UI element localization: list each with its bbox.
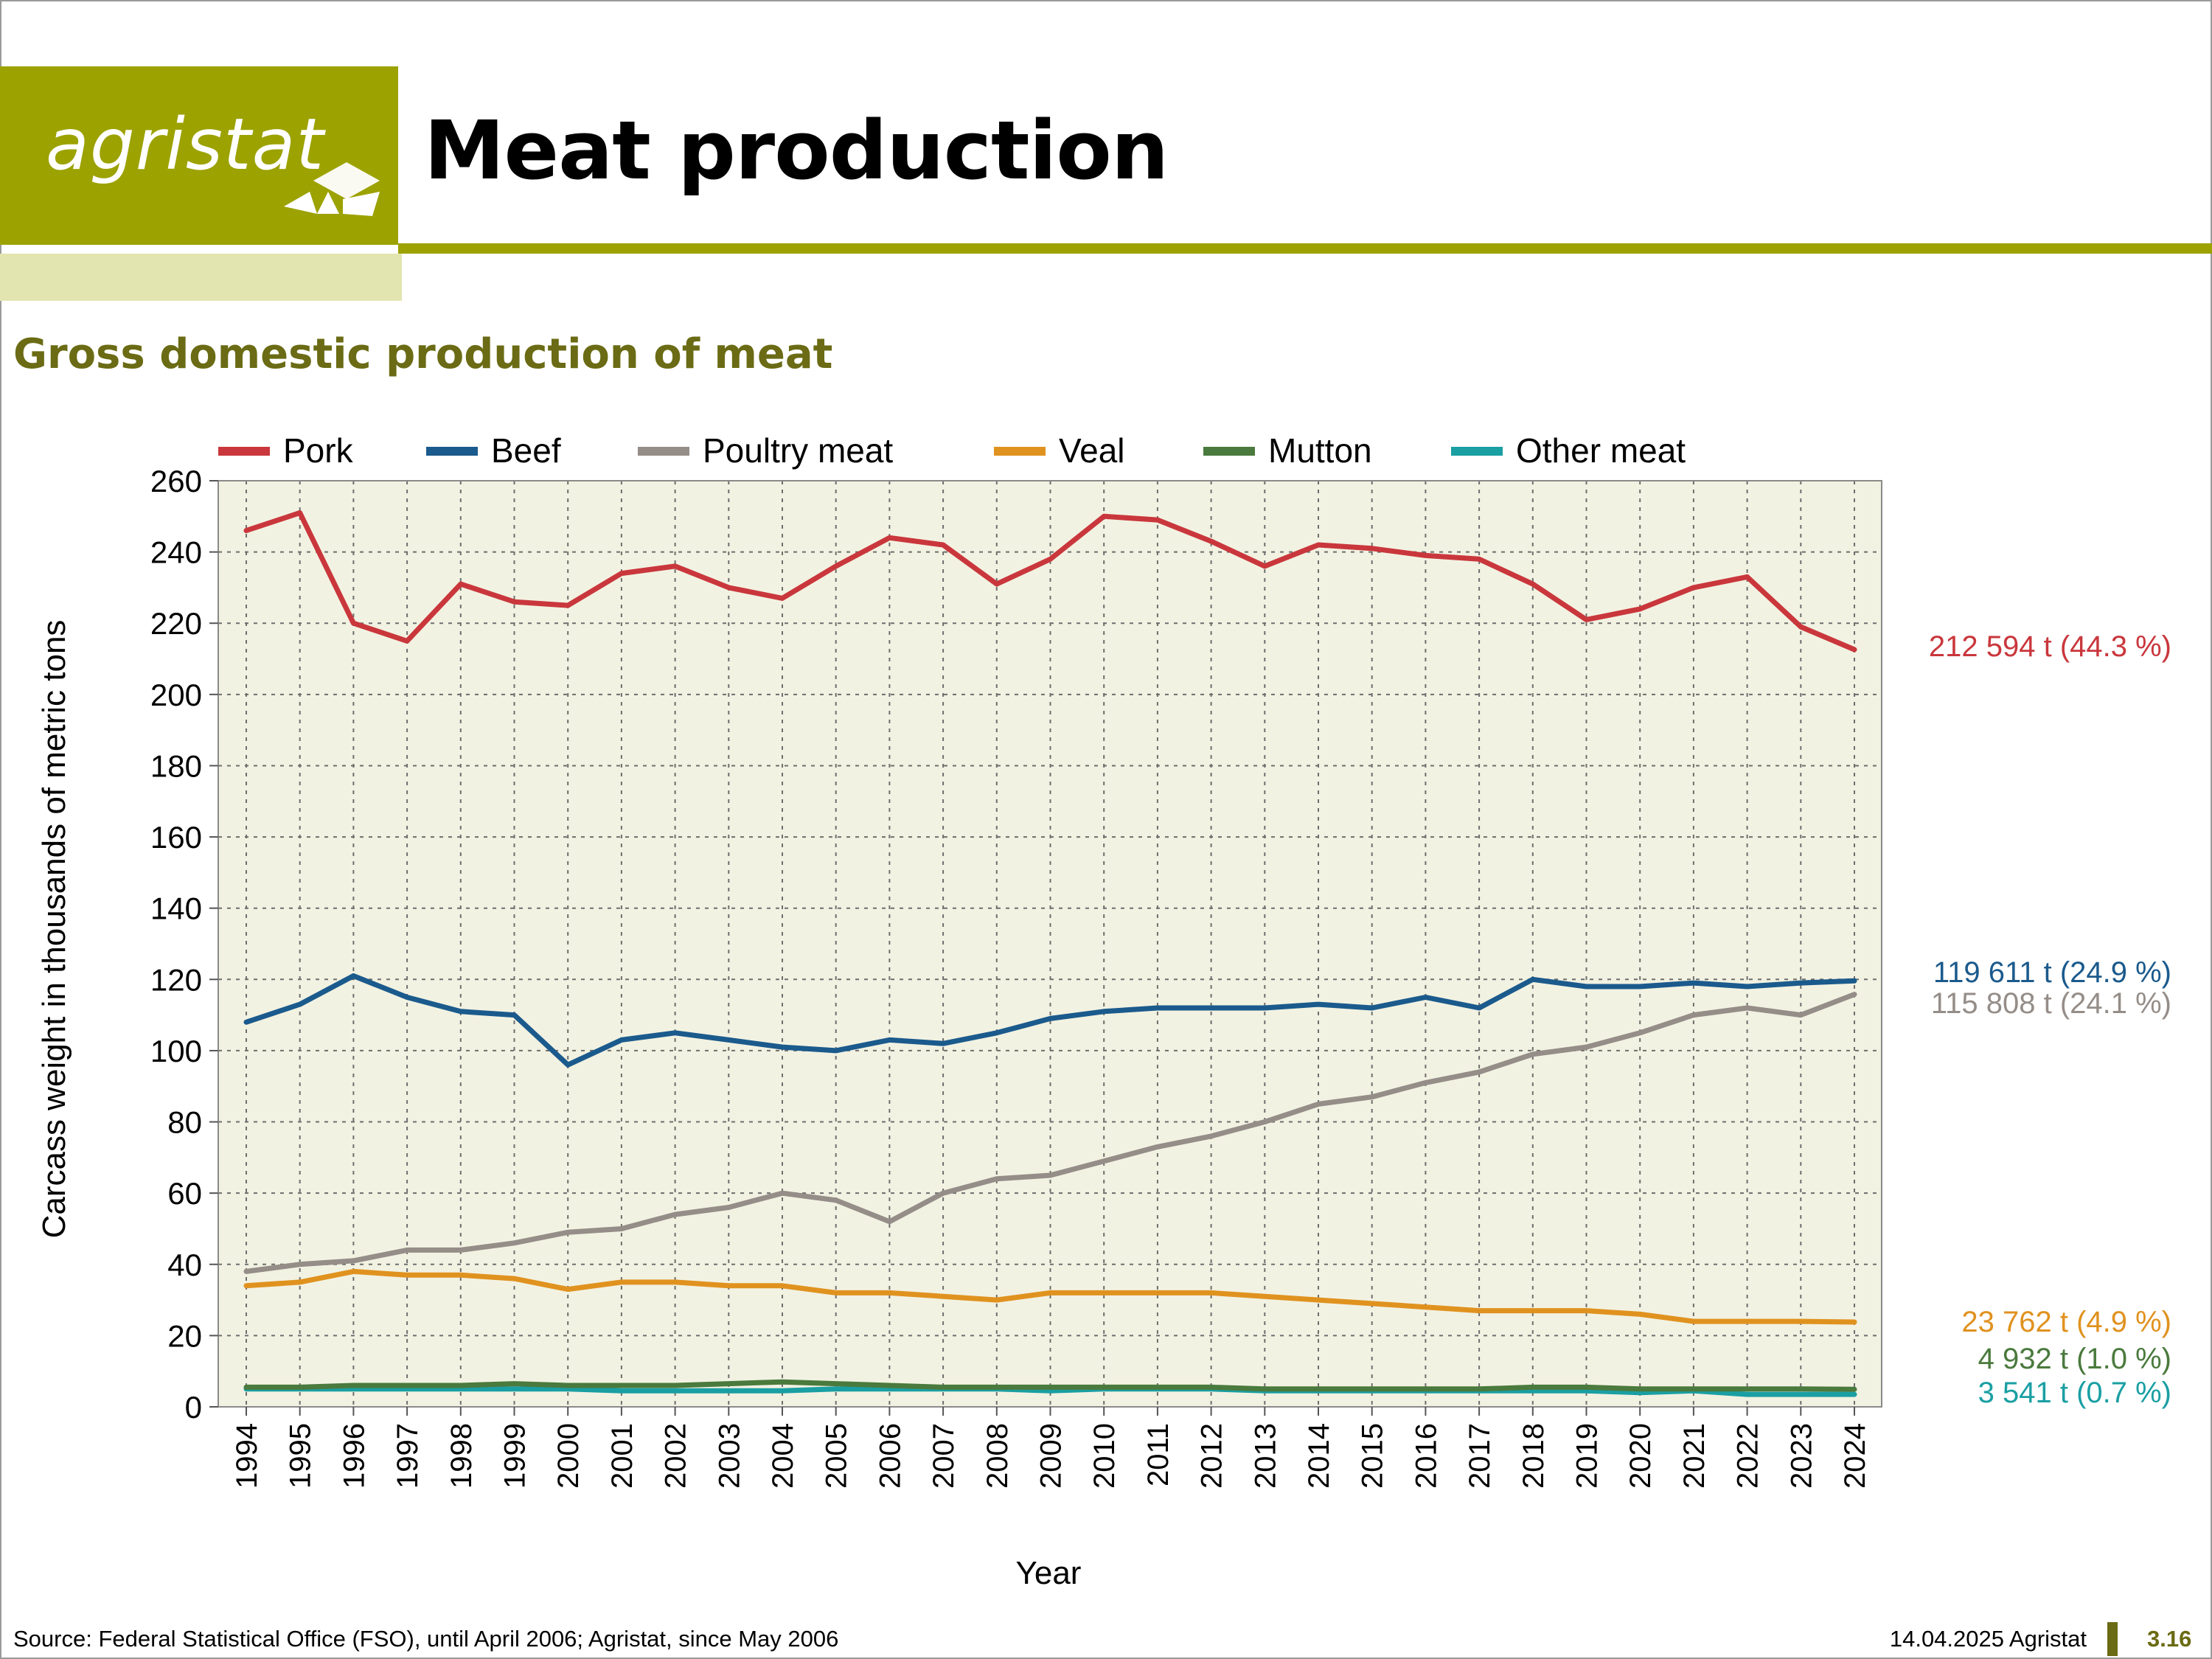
- x-tick-label: 1994: [231, 1423, 263, 1489]
- x-tick-label: 2014: [1303, 1423, 1335, 1489]
- x-tick-label: 2006: [874, 1423, 906, 1489]
- series-line-pork: [243, 510, 1857, 653]
- x-tick-label: 2015: [1357, 1423, 1389, 1489]
- end-label-pork: 212 594 t (44.3 %): [1929, 630, 2171, 663]
- x-tick-label: 2023: [1785, 1423, 1818, 1489]
- series-line-mutton: [243, 1379, 1857, 1392]
- footer-source: Source: Federal Statistical Office (FSO)…: [13, 1626, 839, 1652]
- y-tick-label: 160: [150, 820, 202, 855]
- y-tick-label: 200: [150, 678, 202, 712]
- x-tick-label: 1998: [445, 1423, 478, 1489]
- logo-underline-band: [0, 254, 402, 301]
- legend-label-beef: Beef: [491, 431, 561, 470]
- legend-label-veal: Veal: [1059, 431, 1125, 470]
- x-tick-label: 2009: [1035, 1423, 1068, 1489]
- y-tick-label: 180: [150, 748, 202, 783]
- y-tick-label: 240: [150, 535, 202, 570]
- end-label-veal: 23 762 t (4.9 %): [1961, 1306, 2171, 1338]
- x-tick-label: 2008: [981, 1423, 1014, 1489]
- x-tick-label: 2010: [1088, 1423, 1121, 1489]
- x-tick-label: 2001: [606, 1423, 639, 1489]
- series-line-other-meat: [243, 1386, 1857, 1397]
- agristat-logo: [0, 66, 398, 245]
- header-rule: [398, 243, 2212, 254]
- legend-label-poultry-meat: Poultry meat: [703, 431, 893, 470]
- legend-label-pork: Pork: [283, 431, 354, 470]
- y-tick-label: 260: [150, 464, 202, 498]
- x-tick-label: 2011: [1142, 1423, 1175, 1486]
- end-label-beef: 119 611 t (24.9 %): [1933, 956, 2171, 989]
- x-tick-label: 2012: [1196, 1423, 1228, 1489]
- y-tick-label: 80: [167, 1105, 202, 1140]
- x-tick-label: 2020: [1624, 1423, 1657, 1489]
- x-tick-label: 1999: [499, 1423, 532, 1489]
- x-tick-label: 2000: [552, 1423, 585, 1489]
- footer-date: 14.04.2025 Agristat: [1889, 1626, 2087, 1652]
- x-tick-label: 2002: [660, 1423, 692, 1489]
- series-line-veal: [243, 1268, 1857, 1325]
- x-tick-label: 2003: [713, 1423, 745, 1489]
- y-tick-label: 120: [150, 962, 202, 997]
- x-tick-label: 2005: [821, 1423, 853, 1489]
- legend-label-mutton: Mutton: [1268, 431, 1372, 470]
- x-tick-label: 2013: [1249, 1423, 1281, 1489]
- x-tick-label: 1995: [285, 1423, 317, 1489]
- page-number: 3.16: [2147, 1626, 2192, 1652]
- x-tick-label: 1996: [338, 1423, 370, 1489]
- x-tick-label: 2016: [1410, 1423, 1442, 1489]
- end-label-other-meat: 3 541 t (0.7 %): [1978, 1377, 2171, 1409]
- y-tick-label: 140: [150, 891, 202, 926]
- x-axis-label: Year: [1016, 1555, 1082, 1591]
- series-line-poultry-meat: [243, 992, 1857, 1274]
- legend-label-other-meat: Other meat: [1516, 431, 1686, 470]
- end-label-mutton: 4 932 t (1.0 %): [1978, 1343, 2171, 1375]
- y-tick-label: 40: [167, 1248, 202, 1282]
- footer-divider: [2107, 1622, 2118, 1656]
- y-tick-label: 220: [150, 606, 202, 641]
- series-line-beef: [243, 973, 1857, 1068]
- page-title: Meat production: [424, 103, 1169, 198]
- x-tick-label: 2004: [767, 1423, 799, 1489]
- x-tick-label: 2022: [1732, 1423, 1764, 1489]
- y-axis-label: Carcass weight in thousands of metric to…: [36, 620, 72, 1239]
- y-tick-label: 0: [185, 1390, 202, 1425]
- y-tick-label: 60: [167, 1176, 202, 1211]
- x-tick-label: 2024: [1839, 1423, 1871, 1489]
- x-tick-label: 2018: [1517, 1423, 1550, 1489]
- x-tick-label: 2007: [928, 1423, 960, 1489]
- x-tick-label: 2021: [1678, 1423, 1711, 1489]
- x-tick-label: 2019: [1571, 1423, 1604, 1489]
- end-label-poultry-meat: 115 808 t (24.1 %): [1931, 987, 2171, 1020]
- x-tick-label: 2017: [1464, 1423, 1496, 1489]
- y-tick-label: 100: [150, 1034, 202, 1068]
- logo-text: agristat: [46, 103, 325, 186]
- logo-mark-icon: [284, 162, 380, 216]
- x-tick-label: 1997: [392, 1423, 424, 1489]
- y-tick-label: 20: [167, 1318, 202, 1353]
- chart-subtitle: Gross domestic production of meat: [13, 330, 833, 378]
